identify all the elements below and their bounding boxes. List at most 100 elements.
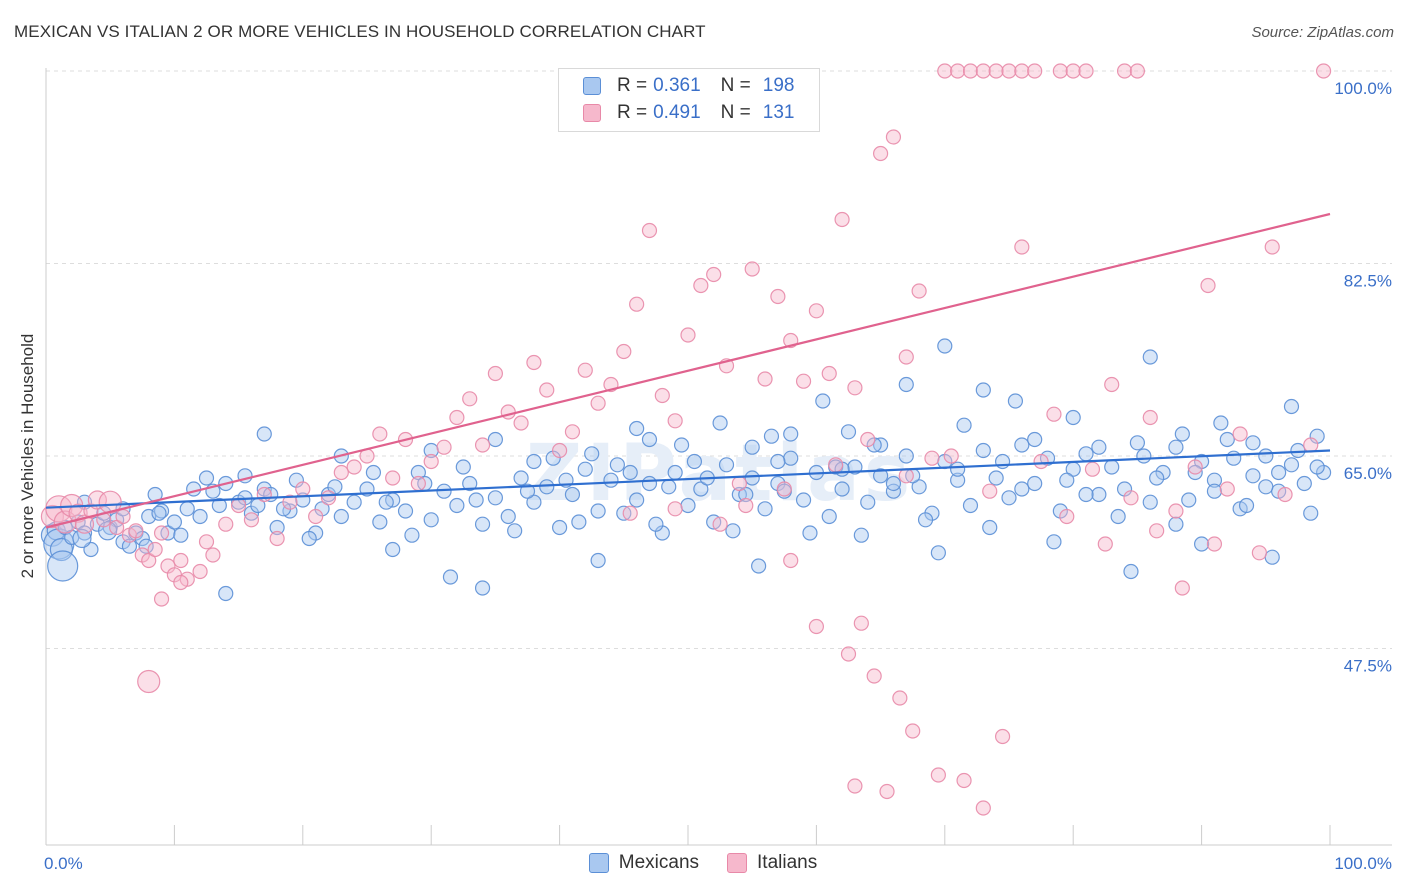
italians-point <box>1027 63 1043 79</box>
mexicans-point <box>47 550 79 582</box>
series-legend: Mexicans Italians <box>0 852 1406 874</box>
italians-point <box>115 508 131 525</box>
italians-point <box>1174 580 1190 596</box>
italians-point <box>629 296 645 312</box>
italians-point <box>1277 486 1293 503</box>
mexicans-point <box>1309 459 1325 475</box>
italians-point <box>616 343 632 360</box>
mexicans-point <box>151 505 167 521</box>
mexicans-point <box>474 580 491 596</box>
mexicans-point <box>487 490 503 506</box>
mexicans-point <box>1027 431 1043 448</box>
mexicans-point <box>590 503 606 519</box>
mexicans-point <box>179 501 195 517</box>
mexicans-point <box>423 512 439 528</box>
italians-point <box>712 516 728 532</box>
mexicans-point <box>1187 464 1203 481</box>
mexicans-point <box>673 437 690 453</box>
italians-point <box>744 261 760 277</box>
italians-point <box>1251 545 1267 561</box>
italians-point <box>1149 523 1165 539</box>
italians-point <box>153 591 170 607</box>
mexicans-point <box>950 472 966 488</box>
italians-point <box>853 615 869 631</box>
y-axis-label: 2 or more Vehicles in Household <box>18 333 37 579</box>
italians-point <box>147 541 163 558</box>
mexicans-point <box>1168 516 1184 532</box>
mexicans-point <box>1213 415 1229 431</box>
mexicans-point <box>783 450 799 466</box>
mexicans-point <box>917 512 934 528</box>
italians-point <box>128 523 144 539</box>
italians-point <box>667 413 683 429</box>
italians-point <box>346 459 362 475</box>
italians-swatch <box>583 104 601 122</box>
mexicans-point <box>1078 486 1094 503</box>
italians-point <box>173 552 189 569</box>
r-label: R = <box>617 75 648 96</box>
italians-point <box>282 494 298 510</box>
italians-point <box>808 303 825 319</box>
gridlines: ZIPatlas <box>46 70 1392 649</box>
mexicans-point <box>474 516 491 532</box>
legend-item-italians[interactable]: Italians <box>727 852 817 874</box>
y-tick-label: 65.0% <box>1344 464 1392 483</box>
mexicans-legend-swatch <box>588 853 609 873</box>
italians-point <box>693 277 709 294</box>
mexicans-point <box>1264 549 1280 565</box>
mexicans-point <box>661 479 677 495</box>
italians-legend-swatch <box>727 853 748 873</box>
italians-point <box>885 129 902 145</box>
mexicans-point <box>609 457 625 473</box>
mexicans-point <box>1174 426 1190 442</box>
mexicans-point <box>937 338 953 354</box>
tick-labels: 47.5% 65.0% 82.5% 100.0% 0.0% 100.0% <box>44 79 1392 873</box>
italians-point <box>256 486 272 503</box>
italians-point <box>1303 437 1319 453</box>
source-credit: Source: ZipAtlas.com <box>1251 24 1394 41</box>
mexicans-point <box>680 497 696 514</box>
italians-point <box>776 481 792 497</box>
mexicans-point <box>603 472 619 488</box>
mexicans-point <box>1238 497 1255 514</box>
mexicans-point <box>1110 508 1126 525</box>
mexicans-point <box>1181 492 1197 508</box>
italians-point <box>866 668 882 684</box>
italians-point <box>539 382 555 398</box>
italians-point <box>436 439 452 455</box>
mexicans-point <box>256 426 272 442</box>
mexicans-point <box>712 415 728 431</box>
italians-point <box>622 505 638 521</box>
mexicans-point <box>744 470 760 486</box>
italians-point <box>320 490 337 506</box>
italians-point <box>218 516 234 532</box>
italians-point <box>795 373 812 389</box>
italians-point <box>198 534 215 550</box>
mexicans-point <box>138 538 154 554</box>
n-label: N = <box>720 75 751 96</box>
italians-point <box>905 723 921 739</box>
legend-item-mexicans[interactable]: Mexicans <box>588 852 699 874</box>
italians-point <box>975 800 991 816</box>
mexicans-point <box>629 492 645 508</box>
italians-point <box>738 497 754 514</box>
mexicans-point <box>301 530 317 547</box>
mexicans-point <box>218 585 234 602</box>
mexicans-point <box>269 519 285 536</box>
mexicans-point <box>1245 468 1261 484</box>
italians-point <box>551 442 568 459</box>
mexicans-point <box>584 446 600 462</box>
italians-point <box>243 512 260 528</box>
mexicans-point <box>551 519 568 536</box>
italians-point <box>1059 508 1075 525</box>
italians-point <box>83 503 99 519</box>
mexicans-point <box>346 494 362 510</box>
n-value: 198 <box>762 75 795 96</box>
mexicans-point <box>975 442 991 459</box>
mexicans-point <box>487 431 503 448</box>
italians-point <box>911 283 927 299</box>
r-value: 0.491 <box>653 102 701 123</box>
mexicans-point <box>950 461 966 477</box>
italians-point <box>1046 406 1062 422</box>
mexicans-point <box>468 492 484 508</box>
